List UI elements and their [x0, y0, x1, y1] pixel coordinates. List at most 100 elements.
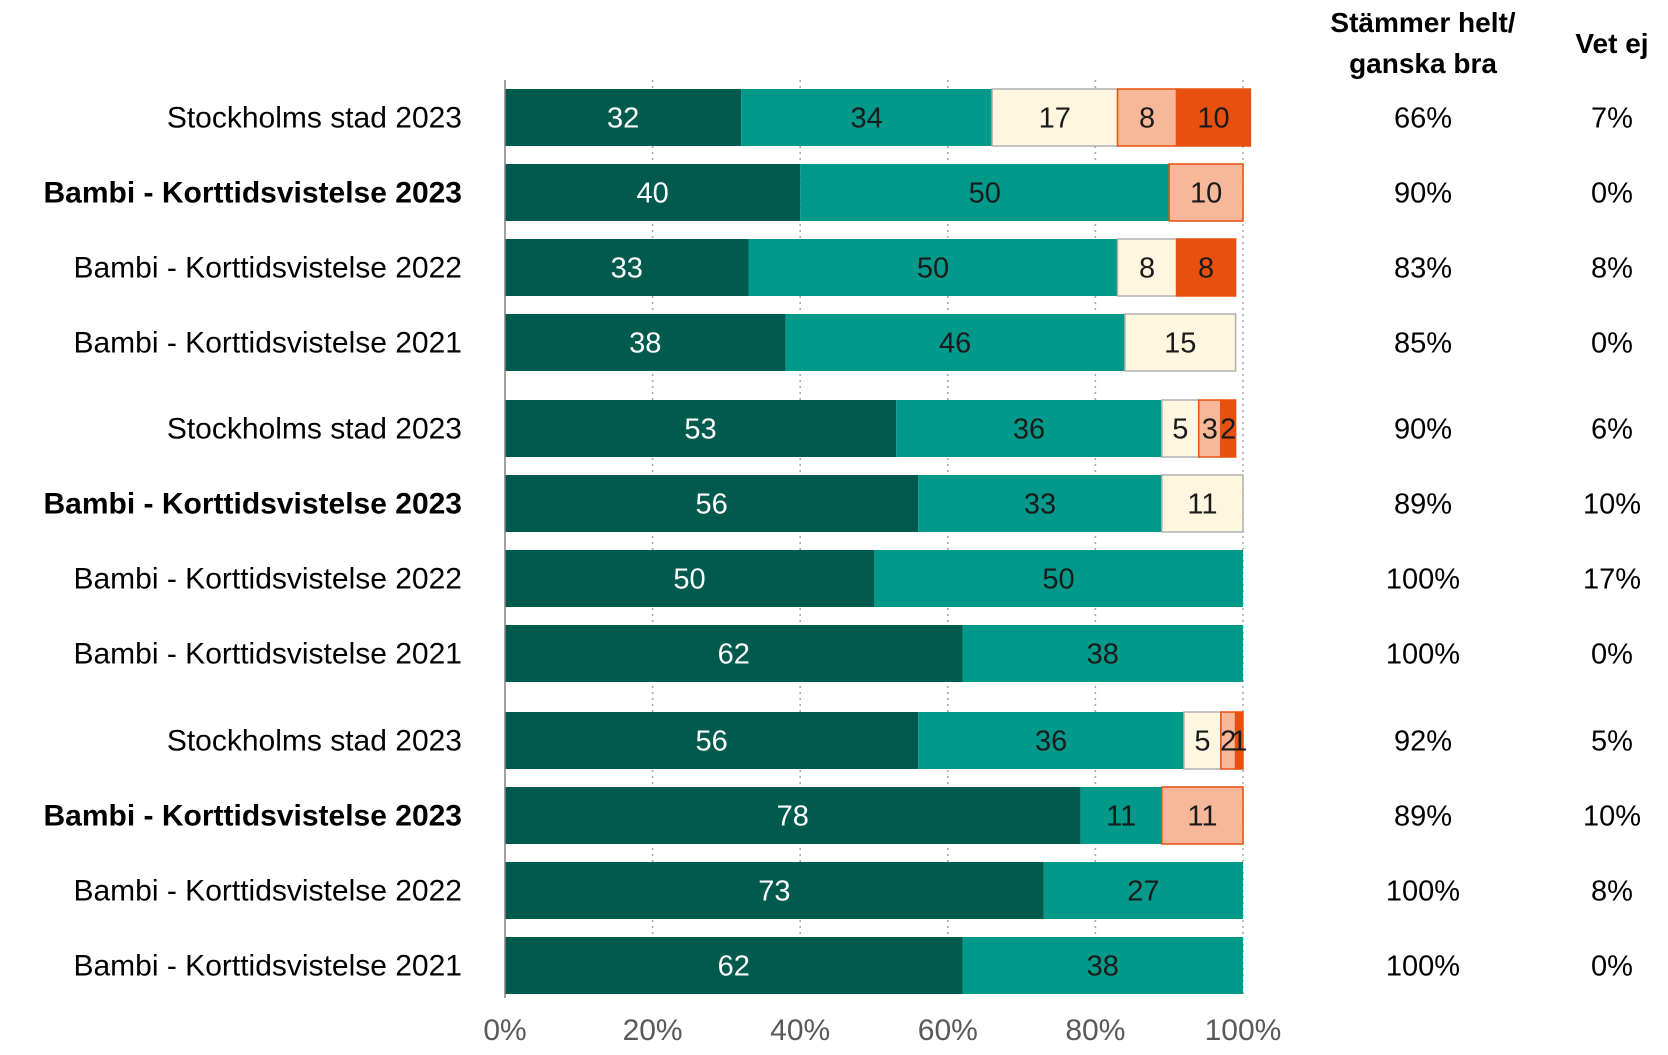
col2-value: 7%: [1591, 103, 1633, 135]
category-label: Bambi - Korttidsvistelse 2023: [44, 800, 463, 833]
bar-segment: [505, 475, 919, 532]
col2-value: 0%: [1591, 328, 1633, 360]
bar-segment: [505, 712, 919, 769]
bar-segment: [785, 314, 1125, 371]
bar-value-label: 10: [1190, 178, 1222, 210]
category-label: Bambi - Korttidsvistelse 2022: [73, 875, 462, 908]
bar-segment: [1234, 711, 1244, 770]
bar-value-label: 8: [1139, 103, 1155, 135]
bar-value-label: 36: [1013, 414, 1045, 446]
col2-value: 10%: [1583, 801, 1641, 833]
col2-value: 17%: [1583, 564, 1641, 596]
col1-value: 100%: [1386, 639, 1460, 671]
col2-value: 8%: [1591, 876, 1633, 908]
col1-value: 100%: [1386, 564, 1460, 596]
category-label: Bambi - Korttidsvistelse 2021: [73, 950, 462, 983]
category-label: Bambi - Korttidsvistelse 2021: [73, 327, 462, 360]
col2-value: 0%: [1591, 639, 1633, 671]
x-axis: 0% 20% 40% 60% 80% 100%: [483, 80, 1281, 1047]
bar-segment: [874, 550, 1243, 607]
bar-segment: [505, 164, 801, 221]
bar-segment: [962, 937, 1243, 994]
x-tick-label: 60%: [918, 1014, 978, 1047]
bar-segment: [505, 400, 897, 457]
bar-value-label: 62: [718, 951, 750, 983]
category-label: Bambi - Korttidsvistelse 2023: [44, 177, 463, 210]
category-label: Stockholms stad 2023: [167, 102, 462, 135]
bar-segment: [991, 88, 1119, 147]
bar-value-label: 78: [777, 801, 809, 833]
bar-segment: [1220, 399, 1237, 458]
bar-value-label: 53: [684, 414, 716, 446]
bar-value-label: 34: [850, 103, 882, 135]
x-tick-label: 80%: [1065, 1014, 1125, 1047]
bar-value-label: 46: [939, 328, 971, 360]
bar-value-label: 38: [1087, 951, 1119, 983]
bar-value-label: 38: [1087, 639, 1119, 671]
bar-value-label: 15: [1164, 328, 1196, 360]
col1-value: 89%: [1394, 801, 1452, 833]
bar-value-label: 50: [917, 253, 949, 285]
bar-value-label: 2: [1220, 726, 1236, 758]
bar-value-label: 50: [673, 564, 705, 596]
col1-header-line1: Stämmer helt/: [1330, 7, 1515, 38]
bar-segment: [1175, 88, 1252, 147]
summary-columns: Stämmer helt/ ganska bra Vet ej 66% 7% 90%…: [1330, 7, 1648, 983]
bar-value-label: 5: [1194, 726, 1210, 758]
bar-segment: [1175, 238, 1237, 297]
col2-header: Vet ej: [1575, 28, 1648, 59]
bar-segment: [962, 625, 1243, 682]
bar-segment: [918, 712, 1184, 769]
bar-segment: [505, 89, 742, 146]
bar-value-label: 56: [696, 726, 728, 758]
col2-value: 6%: [1591, 414, 1633, 446]
col1-value: 85%: [1394, 328, 1452, 360]
bar-segment: [1043, 862, 1243, 919]
bar-value-label: 38: [629, 328, 661, 360]
bar-segment: [505, 937, 963, 994]
col1-value: 100%: [1386, 876, 1460, 908]
bar-segment: [505, 239, 749, 296]
bar-value-label: 10: [1197, 103, 1229, 135]
bar-value-label: 33: [1024, 489, 1056, 521]
bar-segment: [1168, 163, 1244, 222]
bar-segment: [505, 550, 874, 607]
bar-value-label: 50: [1042, 564, 1074, 596]
bar-segment: [505, 625, 963, 682]
bar-value-label: 8: [1198, 253, 1214, 285]
col1-value: 89%: [1394, 489, 1452, 521]
bar-value-label: 50: [969, 178, 1001, 210]
category-label: Bambi - Korttidsvistelse 2023: [44, 488, 463, 521]
category-label: Stockholms stad 2023: [167, 725, 462, 758]
x-tick-label: 0%: [483, 1014, 526, 1047]
bar-value-label: 1: [1231, 726, 1247, 758]
col1-value: 92%: [1394, 726, 1452, 758]
bar-segment: [800, 164, 1170, 221]
bar-value-label: 62: [718, 639, 750, 671]
bar-value-label: 36: [1035, 726, 1067, 758]
bar-value-label: 17: [1039, 103, 1071, 135]
bar-value-label: 2: [1220, 414, 1236, 446]
col2-value: 0%: [1591, 178, 1633, 210]
col1-value: 100%: [1386, 951, 1460, 983]
bar-value-label: 11: [1187, 489, 1217, 521]
col2-value: 10%: [1583, 489, 1641, 521]
bar-value-label: 32: [607, 103, 639, 135]
x-tick-label: 100%: [1205, 1014, 1282, 1047]
category-label: Bambi - Korttidsvistelse 2022: [73, 252, 462, 285]
category-labels: Stockholms stad 2023 Bambi - Korttidsvist…: [44, 102, 463, 983]
col1-value: 66%: [1394, 103, 1452, 135]
bar-segment: [741, 89, 993, 146]
bar-value-label: 3: [1202, 414, 1218, 446]
category-label: Stockholms stad 2023: [167, 413, 462, 446]
bar-segment: [1161, 786, 1244, 845]
bar-value-label: 11: [1187, 801, 1217, 833]
bar-segment: [918, 475, 1162, 532]
category-label: Bambi - Korttidsvistelse 2022: [73, 563, 462, 596]
col2-value: 0%: [1591, 951, 1633, 983]
col2-value: 5%: [1591, 726, 1633, 758]
bar-segment: [896, 400, 1162, 457]
bar-segment: [1080, 787, 1162, 844]
